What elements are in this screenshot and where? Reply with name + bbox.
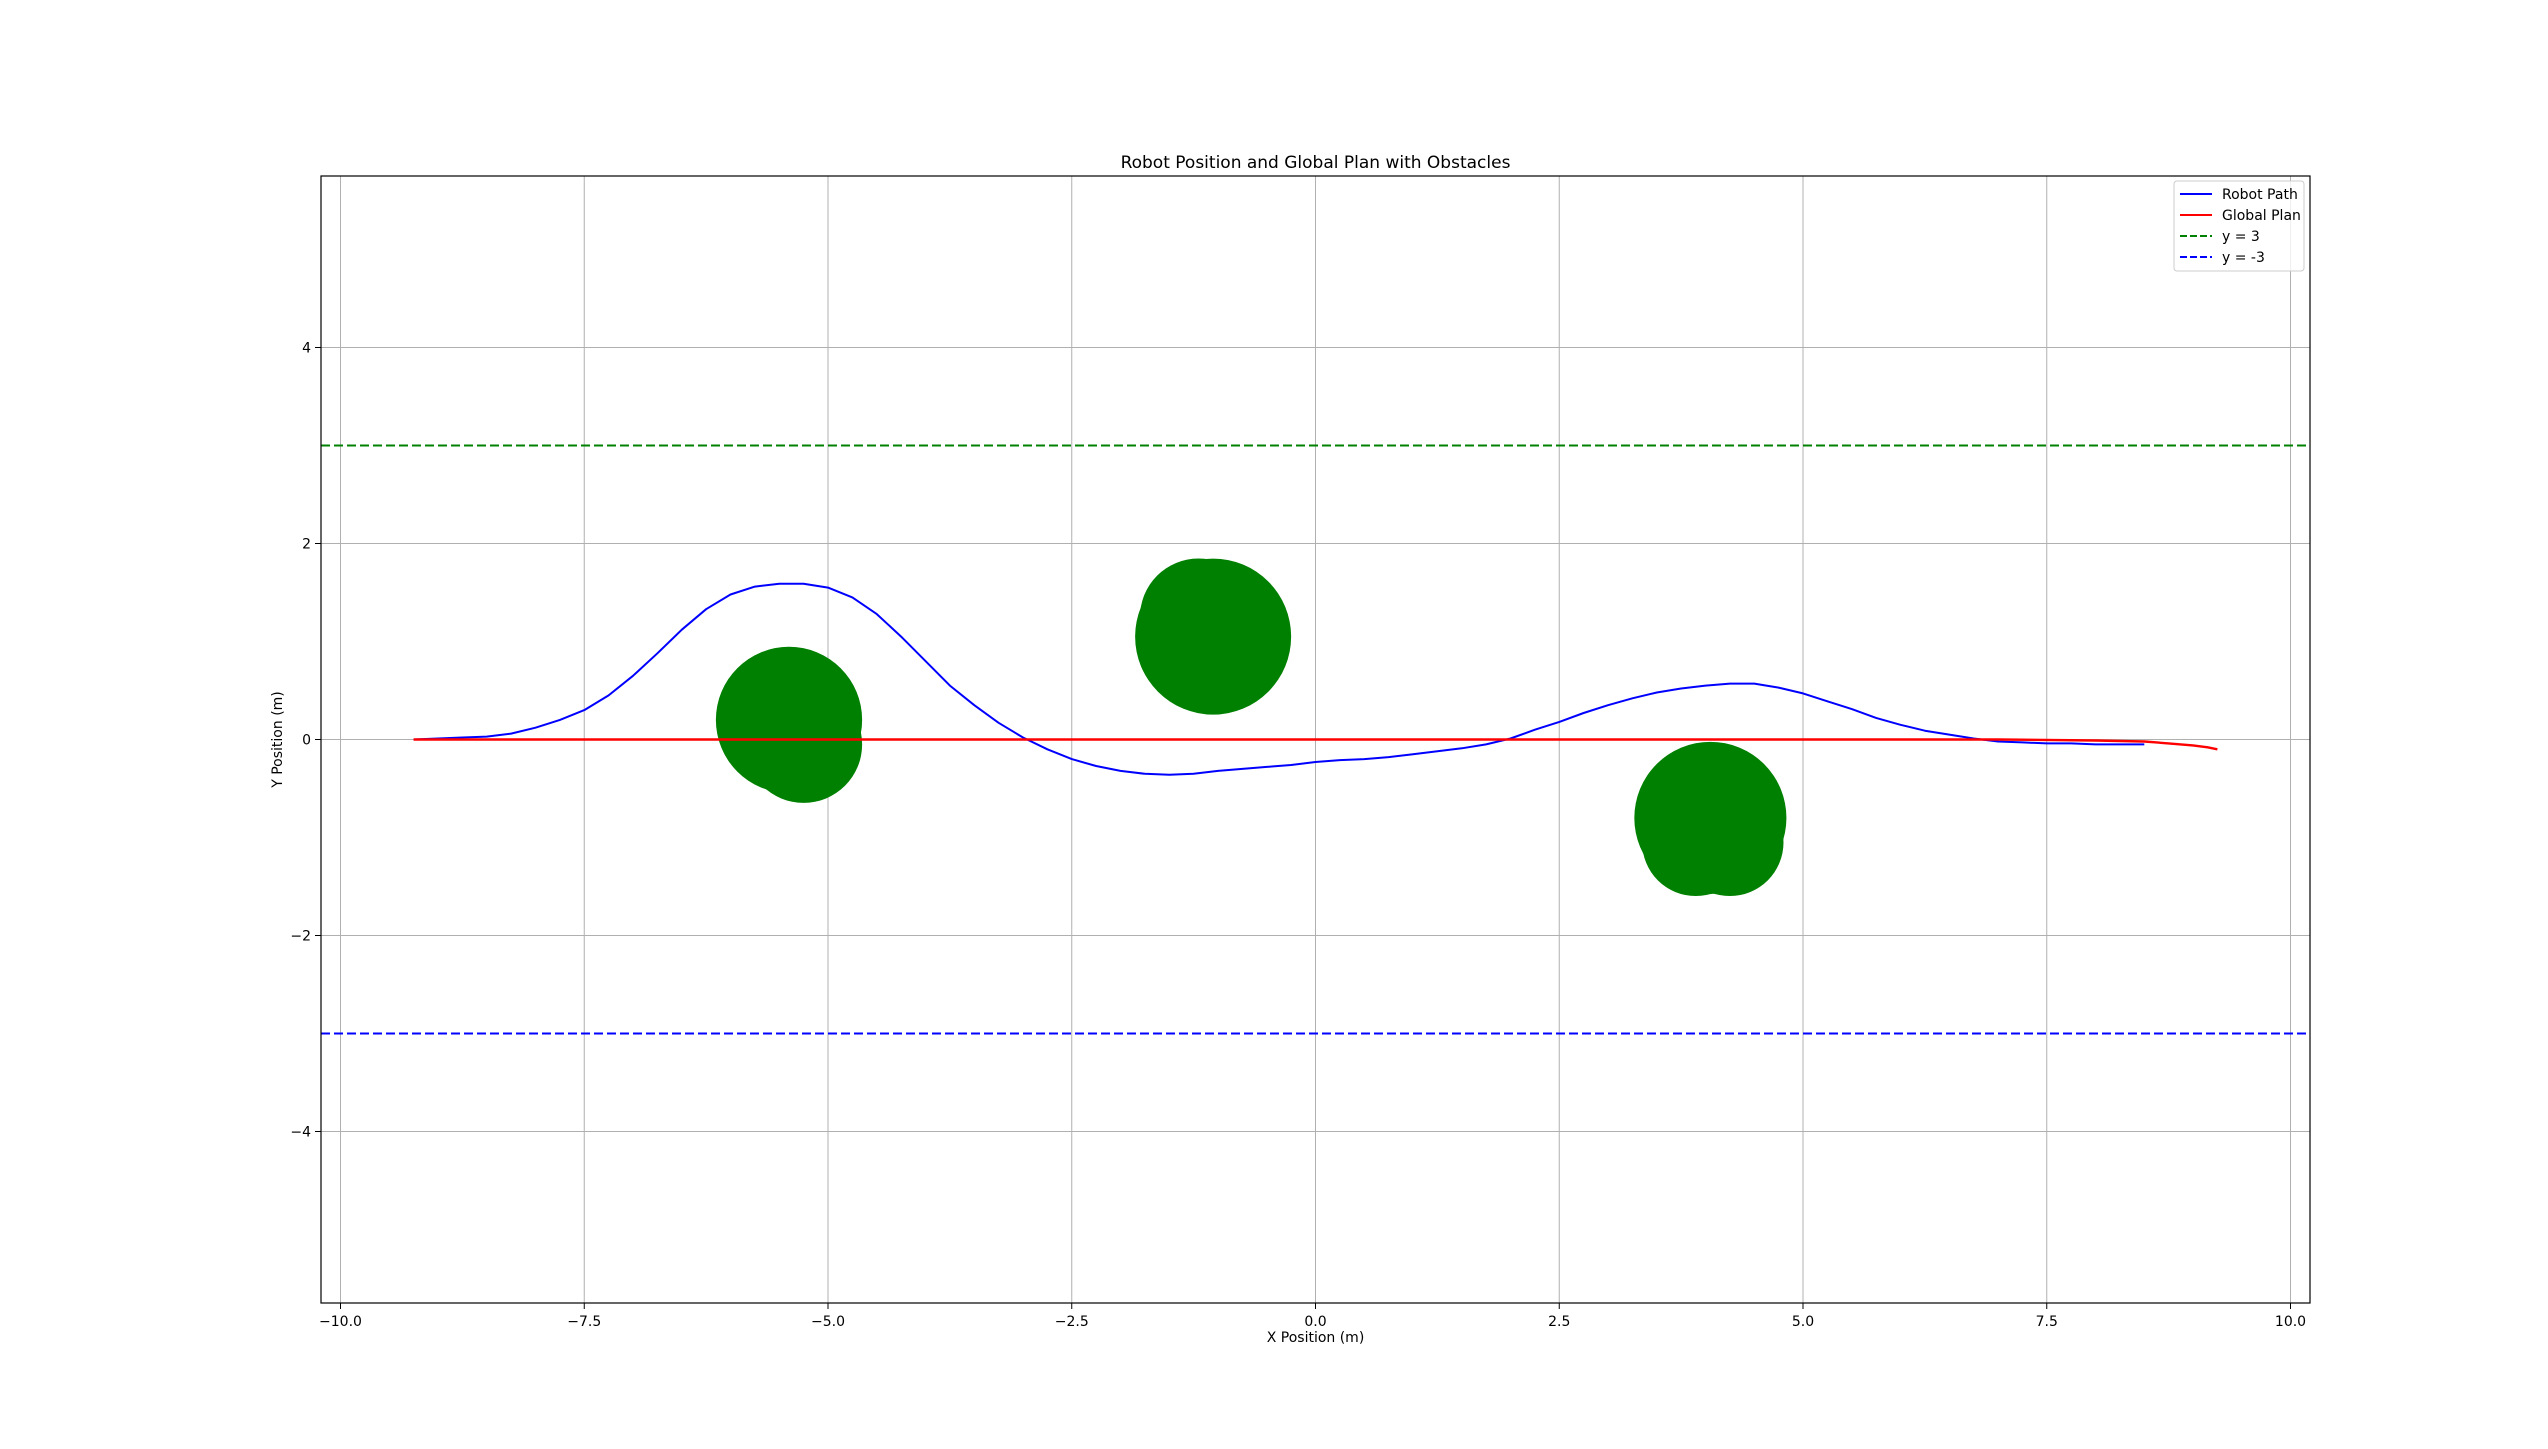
x-tick-label: 10.0: [2275, 1314, 2306, 1330]
x-tick-label: −7.5: [567, 1314, 601, 1330]
x-tick-label: −2.5: [1055, 1314, 1089, 1330]
obstacle-circle: [745, 685, 863, 803]
x-tick-label: 2.5: [1548, 1314, 1570, 1330]
legend-entry-label: Global Plan: [2222, 208, 2301, 224]
series-line-1: [413, 738, 2218, 751]
legend: Robot Path Global Plan y = 3 y = -3: [2173, 180, 2305, 272]
series-group: [321, 444, 2310, 1035]
y-tick-label: −2: [290, 929, 311, 945]
x-tick-label: 5.0: [1792, 1314, 1814, 1330]
obstacle-circle: [1676, 788, 1784, 897]
y-tick-label: 2: [302, 537, 311, 553]
ticks: −10.0 −7.5 −5.0 −2.5 0.0 2.5 5.0 7.5 10.0 −4 −2 0 2 4: [290, 341, 2306, 1331]
legend-box: [2173, 180, 2305, 272]
x-tick-label: −10.0: [319, 1314, 362, 1330]
legend-entry-label: y = 3: [2222, 229, 2260, 245]
legend-entry-label: y = -3: [2222, 250, 2265, 266]
obstacles: [715, 558, 1787, 897]
y-tick-label: 0: [302, 733, 311, 749]
y-axis-label: Y Position (m): [270, 691, 286, 789]
x-tick-label: 7.5: [2036, 1314, 2058, 1330]
y-tick-label: 4: [302, 341, 311, 357]
y-tick-label: −4: [290, 1125, 311, 1141]
x-axis-label: X Position (m): [1267, 1330, 1365, 1346]
obstacle-circle: [1140, 558, 1257, 676]
legend-entry-label: Robot Path: [2222, 187, 2298, 203]
chart-title: Robot Position and Global Plan with Obst…: [1121, 153, 1511, 173]
x-tick-label: 0.0: [1304, 1314, 1326, 1330]
x-tick-label: −5.0: [811, 1314, 845, 1330]
series-line-0: [413, 582, 2145, 776]
